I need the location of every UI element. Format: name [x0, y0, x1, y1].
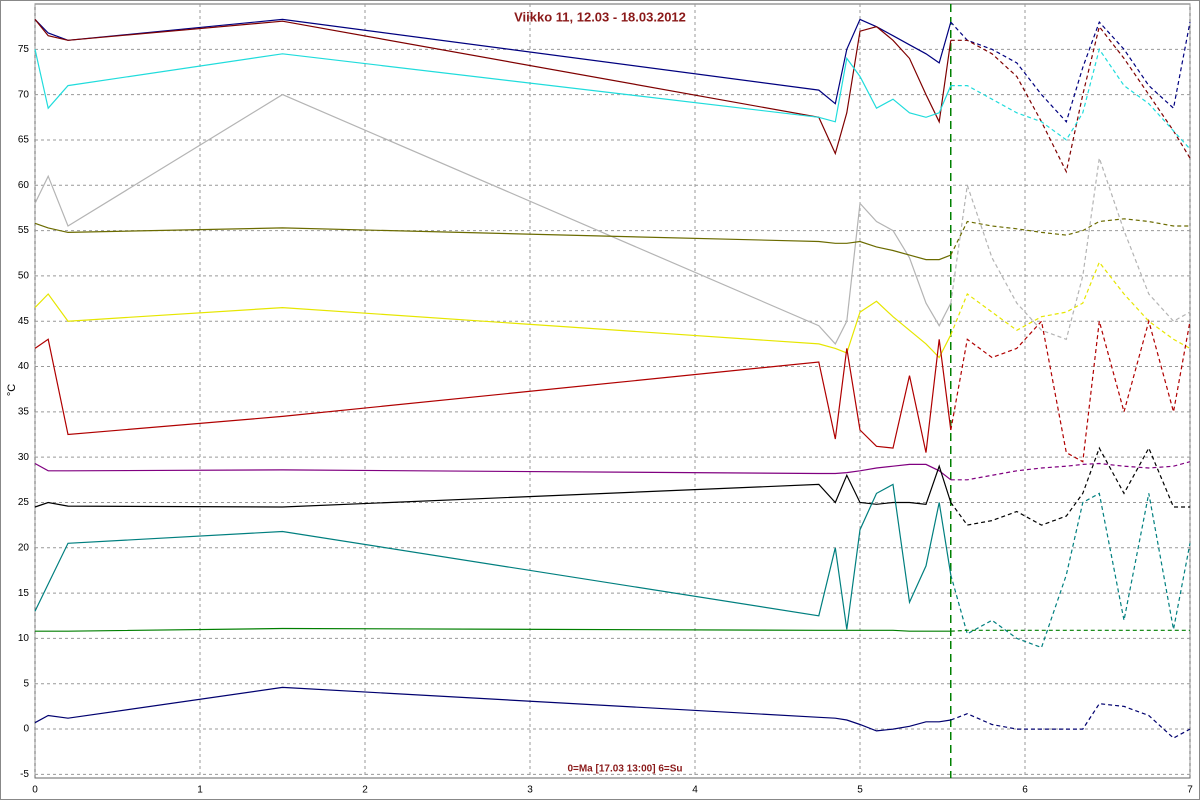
series-line-dashed — [950, 25, 1191, 174]
y-tick-label: 70 — [18, 89, 30, 100]
series-line-dashed — [950, 261, 1191, 349]
y-tick-label: 55 — [18, 225, 30, 236]
series-line — [34, 49, 952, 123]
x-tick-label: 1 — [197, 785, 203, 796]
y-tick-label: 75 — [18, 44, 30, 55]
x-tick-label: 5 — [857, 785, 863, 796]
y-tick-label: 50 — [18, 271, 30, 282]
y-tick-label: -5 — [20, 769, 29, 780]
series-line — [35, 627, 951, 632]
x-axis-label: 0=Ma [17.03 13:00] 6=Su — [567, 764, 682, 775]
series-line-dashed — [950, 218, 1190, 256]
chart-title: Viikko 11, 12.03 - 18.03.2012 — [514, 9, 686, 24]
y-tick-label: 25 — [18, 497, 30, 508]
y-tick-label: 5 — [23, 678, 29, 689]
y-tick-label: 60 — [18, 180, 30, 191]
series-line — [34, 686, 951, 732]
y-tick-label: 40 — [18, 361, 30, 372]
series-line-dashed — [950, 629, 1190, 632]
series-line-dashed — [950, 703, 1191, 739]
series-line — [34, 93, 952, 345]
y-tick-label: 20 — [18, 542, 30, 553]
series-line-dashed — [950, 318, 1191, 463]
x-tick-label: 3 — [527, 785, 533, 796]
series-line — [34, 338, 952, 453]
x-tick-label: 0 — [32, 785, 38, 796]
x-tick-label: 4 — [692, 785, 698, 796]
y-tick-label: 35 — [18, 406, 30, 417]
x-tick-label: 6 — [1022, 785, 1028, 796]
series-line-dashed — [950, 492, 1191, 649]
series-line — [34, 293, 952, 359]
y-axis-label: °C — [6, 384, 18, 396]
series-line-dashed — [950, 446, 1190, 526]
y-tick-label: 0 — [23, 724, 29, 735]
series-line — [34, 222, 952, 261]
series-line-dashed — [950, 47, 1191, 150]
y-tick-label: 30 — [18, 452, 30, 463]
x-tick-label: 7 — [1187, 785, 1193, 796]
series-line — [34, 483, 952, 630]
series-line-dashed — [950, 461, 1191, 481]
x-tick-label: 2 — [362, 785, 368, 796]
series-line-dashed — [950, 20, 1191, 123]
y-tick-label: 10 — [18, 633, 30, 644]
series-line — [34, 19, 952, 156]
series-line — [34, 462, 952, 481]
y-tick-label: 15 — [18, 588, 30, 599]
y-tick-label: 45 — [18, 316, 30, 327]
series-line — [34, 464, 952, 508]
y-tick-label: 65 — [18, 135, 30, 146]
